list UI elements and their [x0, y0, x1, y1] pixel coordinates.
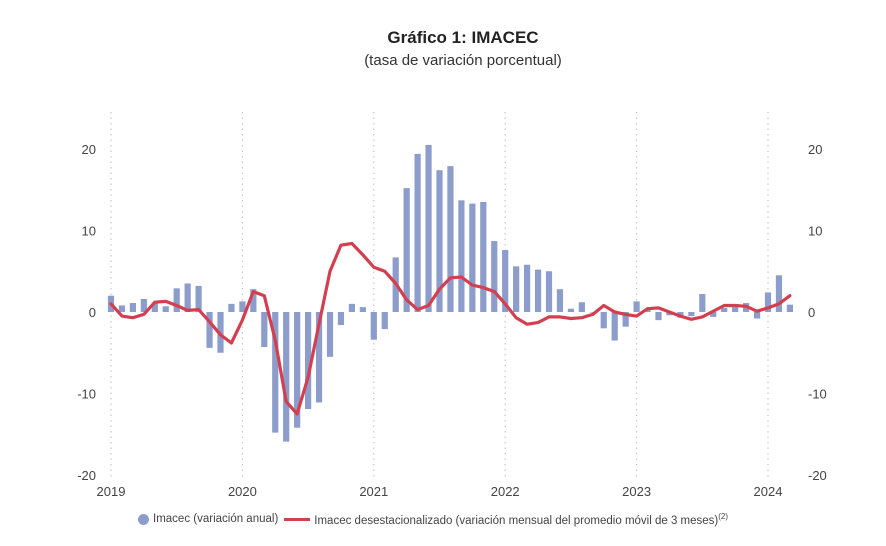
line-desestacionalizado: [109, 241, 792, 416]
chart-title: Gráfico 1: IMACEC: [387, 28, 539, 47]
x-tick-label: 2019: [97, 484, 126, 499]
bar-imacec: [699, 294, 706, 312]
bar-imacec: [403, 188, 410, 312]
bar-imacec: [458, 200, 465, 312]
bar-imacec: [118, 305, 126, 312]
y-tick-label-right: 20: [808, 142, 822, 157]
bar-imacec: [524, 264, 531, 312]
legend-footnote: (2): [718, 512, 729, 521]
x-tick-label: 2022: [491, 484, 520, 499]
bar-imacec: [151, 303, 158, 312]
bar-imacec: [502, 250, 509, 312]
legend-bar-swatch: [138, 513, 149, 525]
bar-imacec: [688, 312, 695, 317]
bar-imacec: [425, 144, 432, 312]
bar-imacec: [195, 285, 202, 312]
bar-imacec: [534, 269, 542, 312]
bar-imacec: [140, 298, 147, 312]
bar-imacec: [633, 301, 640, 312]
bar-imacec: [447, 166, 454, 312]
bar-imacec: [239, 301, 246, 312]
bar-imacec: [513, 266, 520, 312]
bar-imacec: [764, 292, 772, 312]
bar-imacec: [337, 312, 345, 326]
legend-line-text: Imacec desestacionalizado (variación men…: [314, 514, 719, 527]
y-tick-label-right: -10: [808, 387, 827, 402]
y-tick-label-left: 0: [89, 305, 96, 320]
bar-imacec: [184, 283, 191, 312]
bar-imacec: [326, 312, 334, 357]
bar-imacec: [162, 306, 169, 312]
y-tick-label-left: -10: [77, 387, 96, 402]
bar-imacec: [578, 302, 585, 312]
x-tick-label: 2020: [228, 484, 257, 499]
bar-imacec: [348, 303, 355, 312]
bar-imacec: [129, 303, 136, 312]
x-tick-label: 2021: [359, 484, 388, 499]
bar-imacec: [469, 203, 476, 312]
bar-imacec: [359, 307, 366, 312]
y-tick-label-left: 20: [82, 142, 96, 157]
bar-imacec: [206, 312, 213, 348]
bar-imacec: [721, 307, 728, 312]
bar-imacec: [436, 170, 443, 312]
chart-subtitle: (tasa de variación porcentual): [364, 52, 562, 69]
bar-imacec: [775, 275, 783, 312]
bar-imacec: [480, 201, 487, 312]
legend: Imacec (variación anual) Imacec desestac…: [138, 512, 728, 527]
bar-imacec: [370, 312, 377, 340]
bar-imacec: [381, 312, 388, 330]
bar-imacec: [228, 303, 235, 312]
legend-line-label: Imacec desestacionalizado (variación men…: [314, 512, 728, 527]
bar-imacec: [283, 312, 290, 442]
legend-bar-label: Imacec (variación anual): [153, 513, 279, 526]
y-tick-label-left: -20: [77, 468, 96, 483]
y-tick-label-left: 10: [82, 224, 96, 239]
x-tick-label: 2023: [622, 484, 651, 499]
bar-imacec: [272, 312, 279, 433]
bar-imacec: [786, 304, 793, 312]
y-tick-label-right: 10: [808, 224, 822, 239]
bar-imacec: [414, 153, 421, 312]
bar-imacec: [305, 312, 312, 409]
bar-imacec: [710, 312, 717, 317]
bar-imacec: [600, 312, 607, 329]
bar-imacec: [173, 288, 180, 312]
y-tick-label-right: -20: [808, 468, 827, 483]
bar-imacec: [491, 241, 498, 312]
bar-imacec: [567, 308, 574, 312]
bar-imacec: [545, 271, 553, 312]
bar-imacec: [250, 289, 257, 312]
bar-imacec: [294, 312, 301, 428]
bar-imacec: [611, 312, 618, 341]
legend-line-swatch: [284, 517, 311, 521]
bar-imacec: [261, 312, 268, 348]
bar-imacec: [622, 312, 629, 327]
bar-imacec: [556, 289, 564, 312]
bar-imacec: [655, 312, 662, 321]
bar-imacec: [732, 307, 739, 312]
y-tick-label-right: 0: [808, 305, 815, 320]
bar-imacec: [589, 312, 596, 313]
bar-imacec: [753, 312, 761, 319]
bar-imacec: [315, 312, 323, 403]
x-tick-label: 2024: [754, 484, 783, 499]
